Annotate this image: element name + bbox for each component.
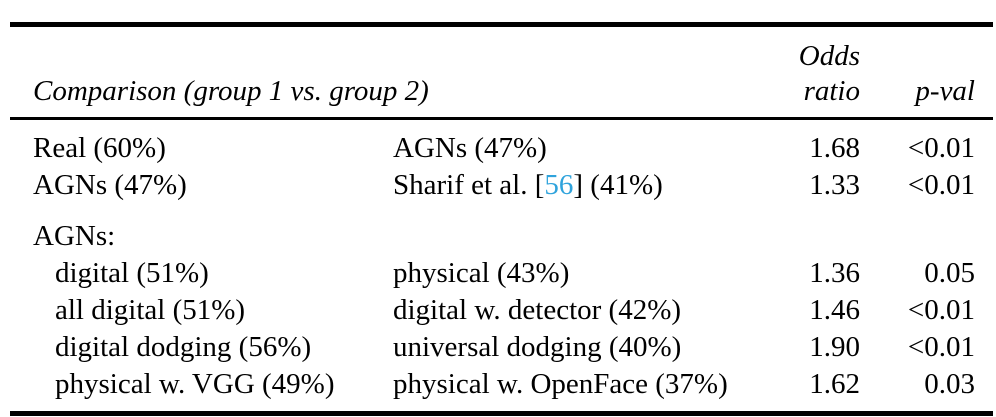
table-row: AGNs (47%) Sharif et al. [56] (41%) 1.33…: [0, 167, 996, 204]
group1-cell: digital (51%): [55, 257, 209, 289]
pval-cell: <0.01: [907, 132, 975, 164]
group2-text-suffix: ] (41%): [573, 169, 663, 201]
group1-cell: AGNs (47%): [33, 169, 187, 201]
group2-cell: universal dodging (40%): [393, 331, 682, 363]
table-row: digital (51%) physical (43%) 1.36 0.05: [0, 255, 996, 292]
odds-ratio-cell: 1.33: [809, 169, 860, 201]
odds-ratio-cell: 1.36: [809, 257, 860, 289]
odds-ratio-cell: 1.90: [809, 331, 860, 363]
table-bottom-rule: [10, 411, 993, 416]
odds-header-line1: Odds: [798, 40, 860, 72]
table-row: digital dodging (56%) universal dodging …: [0, 329, 996, 366]
citation-link-56[interactable]: 56: [544, 169, 574, 201]
group1-cell: all digital (51%): [55, 294, 246, 326]
group2-cell: Sharif et al. [56] (41%): [393, 167, 776, 204]
group2-text-prefix: Sharif et al. [: [393, 169, 545, 201]
pval-cell: <0.01: [907, 169, 975, 201]
group2-cell: AGNs (47%): [393, 132, 547, 164]
group2-cell: physical w. OpenFace (37%): [393, 368, 728, 400]
group1-cell: digital dodging (56%): [55, 331, 312, 363]
table-top-rule: [10, 22, 993, 27]
section-label-agns: AGNs:: [33, 220, 116, 252]
column-header-pval: p-val: [915, 75, 975, 107]
table-row: all digital (51%) digital w. detector (4…: [0, 292, 996, 329]
odds-ratio-cell: 1.46: [809, 294, 860, 326]
column-header-comparison: Comparison (group 1 vs. group 2): [33, 75, 429, 107]
pval-cell: <0.01: [907, 294, 975, 326]
group2-cell: physical (43%): [393, 257, 570, 289]
group1-cell: Real (60%): [33, 132, 166, 164]
group2-cell: digital w. detector (42%): [393, 294, 682, 326]
odds-ratio-cell: 1.68: [809, 132, 860, 164]
pval-cell: 0.05: [924, 257, 975, 289]
odds-header-line2: ratio: [803, 75, 860, 107]
table-row: Real (60%) AGNs (47%) 1.68 <0.01: [0, 130, 996, 167]
table-header-row: Comparison (group 1 vs. group 2) Odds rat…: [0, 27, 996, 117]
pval-cell: 0.03: [924, 368, 975, 400]
pval-cell: <0.01: [907, 331, 975, 363]
table-header-rule: [10, 117, 993, 120]
group1-cell: physical w. VGG (49%): [55, 368, 335, 400]
table-body: Real (60%) AGNs (47%) 1.68 <0.01 AGNs (4…: [0, 120, 996, 411]
odds-ratio-cell: 1.62: [809, 368, 860, 400]
column-header-odds-ratio: Odds ratio: [776, 39, 860, 109]
table-row: physical w. VGG (49%) physical w. OpenFa…: [0, 366, 996, 403]
